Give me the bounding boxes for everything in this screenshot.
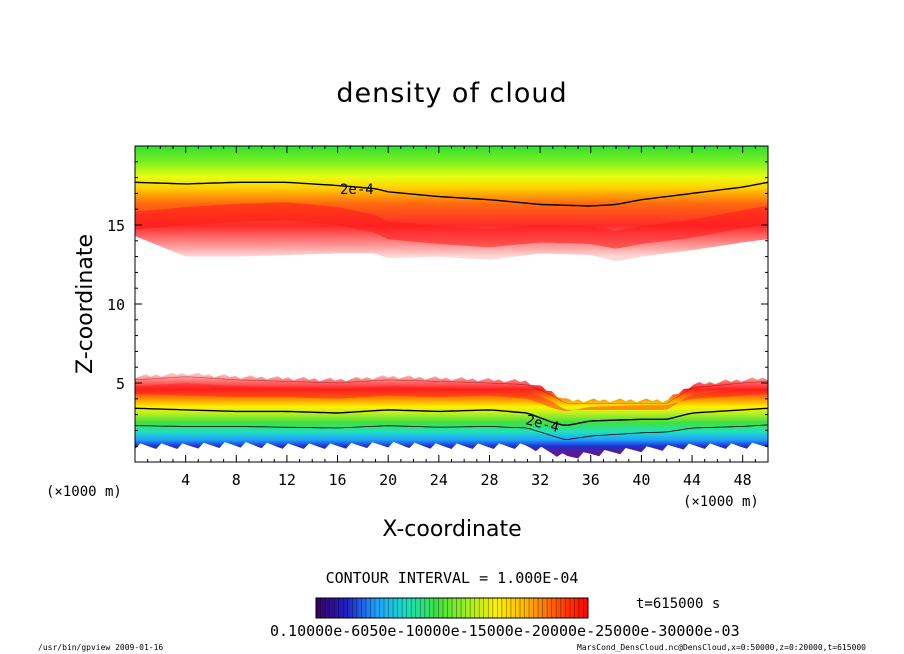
y-axis-title: Z-coordinate	[73, 234, 98, 374]
contour-label-upper: 2e-4	[340, 182, 374, 198]
contour-interval: CONTOUR INTERVAL = 1.000E-04	[326, 569, 579, 587]
x-tick-label: 32	[531, 471, 549, 489]
colorbar-labels: 0.10000e-6050e-10000e-15000e-20000e-2500…	[270, 622, 740, 640]
contour-line-lower-inner	[135, 424, 768, 441]
y-axis-unit: (×1000 m)	[46, 484, 122, 500]
contour-line-lower	[135, 407, 768, 427]
y-tick-label: 5	[116, 375, 125, 393]
x-tick-label: 36	[582, 471, 600, 489]
y-tick-label: 10	[107, 296, 125, 314]
plot-area	[135, 146, 768, 459]
x-tick-label: 16	[329, 471, 347, 489]
x-tick-label: 44	[683, 471, 701, 489]
time-label: t=615000 s	[636, 596, 720, 612]
chart-title: density of cloud	[336, 78, 567, 109]
x-tick-label: 20	[379, 471, 397, 489]
colorbar-ticks	[320, 598, 584, 618]
y-tick-label: 15	[107, 217, 125, 235]
lower-cloud-band	[135, 372, 768, 459]
x-axis-title: X-coordinate	[382, 517, 521, 542]
x-tick-label: 40	[632, 471, 650, 489]
upper-band-core	[135, 202, 768, 249]
x-tick-label: 24	[430, 471, 448, 489]
x-tick-label: 28	[480, 471, 498, 489]
contour-label-lower: 2e-4	[524, 412, 561, 436]
x-tick-label: 8	[232, 471, 241, 489]
x-axis-unit: (×1000 m)	[683, 494, 759, 510]
x-tick-label: 48	[734, 471, 752, 489]
contour-line-upper	[135, 181, 768, 207]
footer-right: MarsCond_DensCloud.nc@DensCloud,x=0:5000…	[577, 643, 866, 652]
x-tick-label: 4	[181, 471, 190, 489]
x-tick-label: 12	[278, 471, 296, 489]
contour-line-lower-edge	[135, 376, 768, 404]
lower-band-core	[135, 383, 768, 411]
footer-left: /usr/bin/gpview 2009-01-16	[38, 643, 163, 652]
